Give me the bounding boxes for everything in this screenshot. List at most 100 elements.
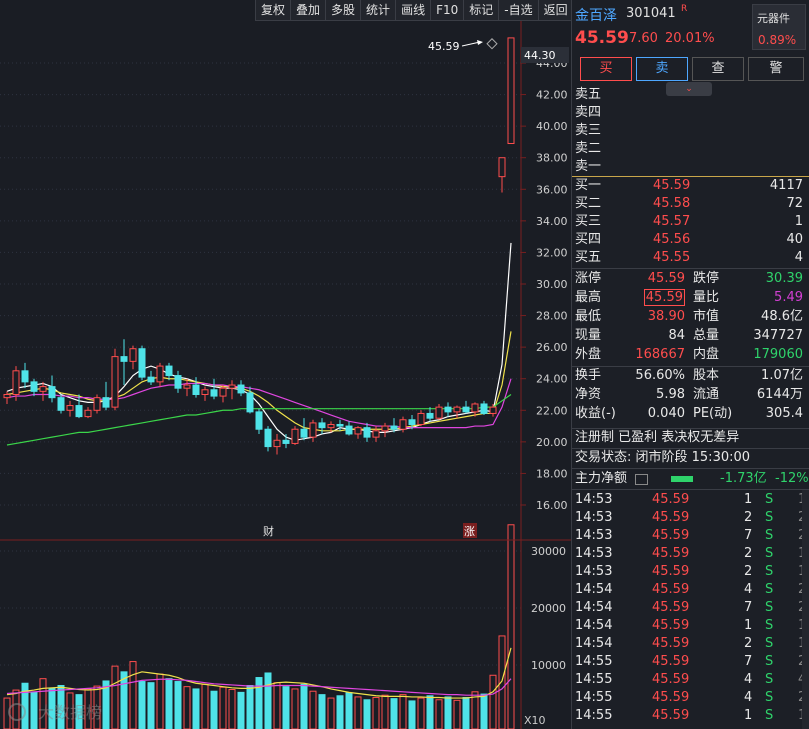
event-marker-finance[interactable]: 财	[263, 524, 274, 538]
candle[interactable]	[480, 400, 488, 416]
volume-bar[interactable]	[165, 678, 173, 729]
volume-bar[interactable]	[102, 680, 110, 729]
candle[interactable]	[84, 407, 92, 419]
volume-bar[interactable]	[192, 688, 200, 729]
toolbar-item[interactable]: -自选	[498, 0, 538, 20]
candle[interactable]	[120, 339, 128, 386]
volume-bar[interactable]	[57, 685, 65, 729]
volume-bar[interactable]	[372, 696, 380, 729]
candle[interactable]	[318, 418, 326, 434]
kline-chart[interactable]: 44.0042.0040.0038.0036.0034.0032.0030.00…	[0, 0, 571, 729]
candle[interactable]	[156, 362, 164, 387]
sell-level-row[interactable]: 卖一	[575, 158, 807, 176]
volume-bar[interactable]	[327, 697, 335, 729]
candle[interactable]	[129, 345, 137, 370]
volume-bar[interactable]	[138, 681, 146, 729]
volume-bar[interactable]	[237, 691, 245, 729]
volume-bar[interactable]	[354, 696, 362, 729]
candle[interactable]	[210, 378, 218, 400]
candle[interactable]	[30, 378, 38, 397]
candle[interactable]	[408, 415, 416, 430]
volume-bar[interactable]	[318, 694, 326, 729]
candle[interactable]	[57, 394, 65, 414]
candle[interactable]	[282, 433, 290, 449]
toolbar-item[interactable]: 叠加	[290, 0, 326, 20]
candle[interactable]	[507, 37, 515, 145]
sell-level-row[interactable]: 卖三	[575, 122, 807, 140]
volume-bar[interactable]	[264, 672, 272, 729]
volume-bar[interactable]	[453, 699, 461, 729]
alert-button[interactable]: 警	[748, 57, 804, 81]
volume-bar[interactable]	[174, 681, 182, 729]
candle[interactable]	[246, 386, 254, 414]
volume-bar[interactable]	[363, 699, 371, 729]
volume-bar[interactable]	[309, 690, 317, 729]
volume-bar[interactable]	[93, 685, 101, 729]
toolbar-item[interactable]: F10	[430, 0, 464, 20]
candle[interactable]	[462, 400, 470, 414]
toolbar-item[interactable]: 统计	[360, 0, 396, 20]
query-button[interactable]: 查	[692, 57, 744, 81]
volume-bar[interactable]	[462, 696, 470, 729]
toolbar-item[interactable]: 画线	[395, 0, 431, 20]
sell-button[interactable]: 卖	[636, 57, 688, 81]
volume-bar[interactable]	[381, 694, 389, 729]
candle[interactable]	[174, 370, 182, 393]
candle[interactable]	[327, 421, 335, 433]
buy-button[interactable]: 买	[580, 57, 632, 81]
buy-level-row[interactable]: 买二 45.58 72	[575, 195, 807, 213]
candle[interactable]	[264, 426, 272, 452]
candle[interactable]	[102, 381, 110, 411]
stock-name[interactable]: 金百泽	[575, 8, 617, 24]
candle[interactable]	[453, 405, 461, 419]
volume-bar[interactable]	[498, 635, 506, 729]
buy-level-row[interactable]: 买四 45.56 40	[575, 231, 807, 249]
volume-bar[interactable]	[282, 686, 290, 729]
candle[interactable]	[345, 421, 353, 436]
candle[interactable]	[417, 410, 425, 427]
candle[interactable]	[165, 362, 173, 381]
collapse-chevron-icon[interactable]: ⌄	[666, 82, 712, 96]
volume-bar[interactable]	[156, 673, 164, 729]
candle[interactable]	[12, 366, 20, 401]
candle[interactable]	[201, 386, 209, 401]
toolbar-item[interactable]: 标记	[463, 0, 499, 20]
volume-bar[interactable]	[417, 697, 425, 729]
candle[interactable]	[93, 394, 101, 414]
buy-level-row[interactable]: 买五 45.55 4	[575, 249, 807, 267]
volume-bar[interactable]	[273, 682, 281, 729]
candle[interactable]	[66, 400, 74, 417]
candle[interactable]	[183, 378, 191, 397]
candle[interactable]	[237, 380, 245, 397]
toolbar-item[interactable]: 多股	[325, 0, 361, 20]
candle[interactable]	[390, 418, 398, 433]
volume-bar[interactable]	[435, 699, 443, 729]
buy-level-row[interactable]: 买三 45.57 1	[575, 213, 807, 231]
volume-bar[interactable]	[480, 693, 488, 729]
volume-bar[interactable]	[291, 688, 299, 729]
candle[interactable]	[273, 433, 281, 455]
candle[interactable]	[381, 422, 389, 438]
candle[interactable]	[21, 362, 29, 389]
candle[interactable]	[48, 375, 56, 403]
tick-scrollbar[interactable]	[802, 490, 809, 729]
candle[interactable]	[426, 407, 434, 422]
volume-bar[interactable]	[147, 682, 155, 729]
sell-level-row[interactable]: 卖四	[575, 104, 807, 122]
volume-bar[interactable]	[336, 695, 344, 729]
candle[interactable]	[498, 157, 506, 193]
candle[interactable]	[363, 422, 371, 442]
volume-bar[interactable]	[390, 698, 398, 729]
candle[interactable]	[399, 416, 407, 433]
candle[interactable]	[147, 370, 155, 386]
candle[interactable]	[291, 426, 299, 446]
